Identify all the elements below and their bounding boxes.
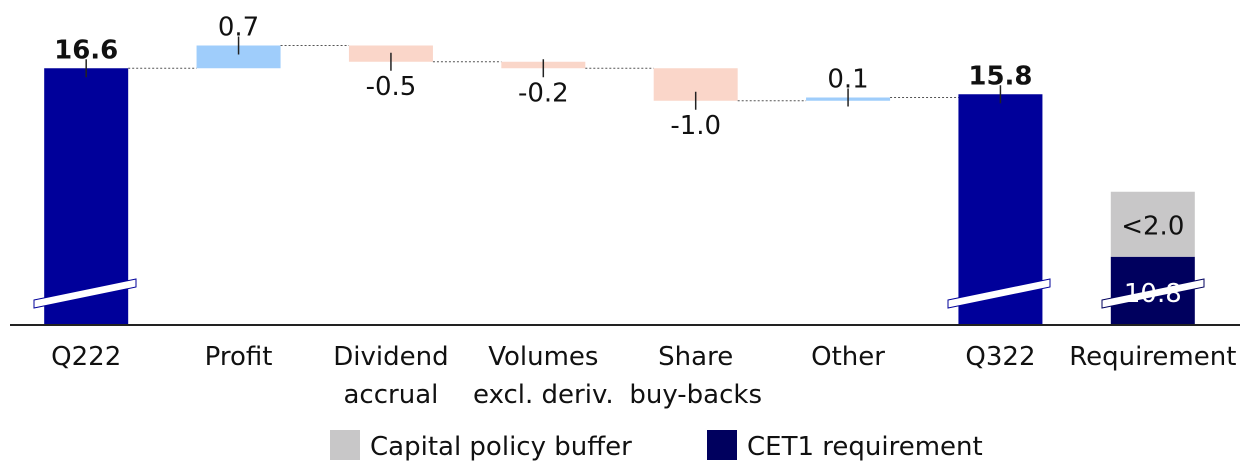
axis-breaks [33,278,1205,309]
x-tick-label: Volumes [488,342,598,372]
data-label: <2.0 [1121,211,1184,241]
data-label: -0.2 [518,78,569,108]
data-label: 0.1 [827,65,868,95]
legend-label: CET1 requirement [747,432,983,462]
x-tick-label: Other [811,342,885,372]
legend-swatch [707,430,737,460]
x-tick-label: buy-backs [629,380,762,410]
legend-swatch [330,430,360,460]
axis-break [1101,278,1205,309]
legend-label: Capital policy buffer [370,432,632,462]
data-label: 16.6 [54,35,118,65]
x-tick-label: Profit [205,342,273,372]
x-tick-label: Share [658,342,733,372]
bar [196,45,281,69]
x-tick-label: excl. deriv. [473,380,614,410]
x-tick-label: Requirement [1069,342,1236,372]
x-tick-label: Q322 [965,342,1035,372]
bar [44,68,129,325]
x-tick-label: accrual [344,380,439,410]
x-tick-label: Dividend [333,342,448,372]
x-tick-label: Q222 [51,342,121,372]
data-label: -1.0 [670,111,721,141]
data-label: -0.5 [366,72,417,102]
stack-segment [1110,191,1195,257]
data-label: 15.8 [968,61,1032,91]
data-label: 10.8 [1124,279,1182,309]
axis-break [947,278,1051,309]
axis-break [33,278,137,309]
data-label: 0.7 [218,13,259,43]
